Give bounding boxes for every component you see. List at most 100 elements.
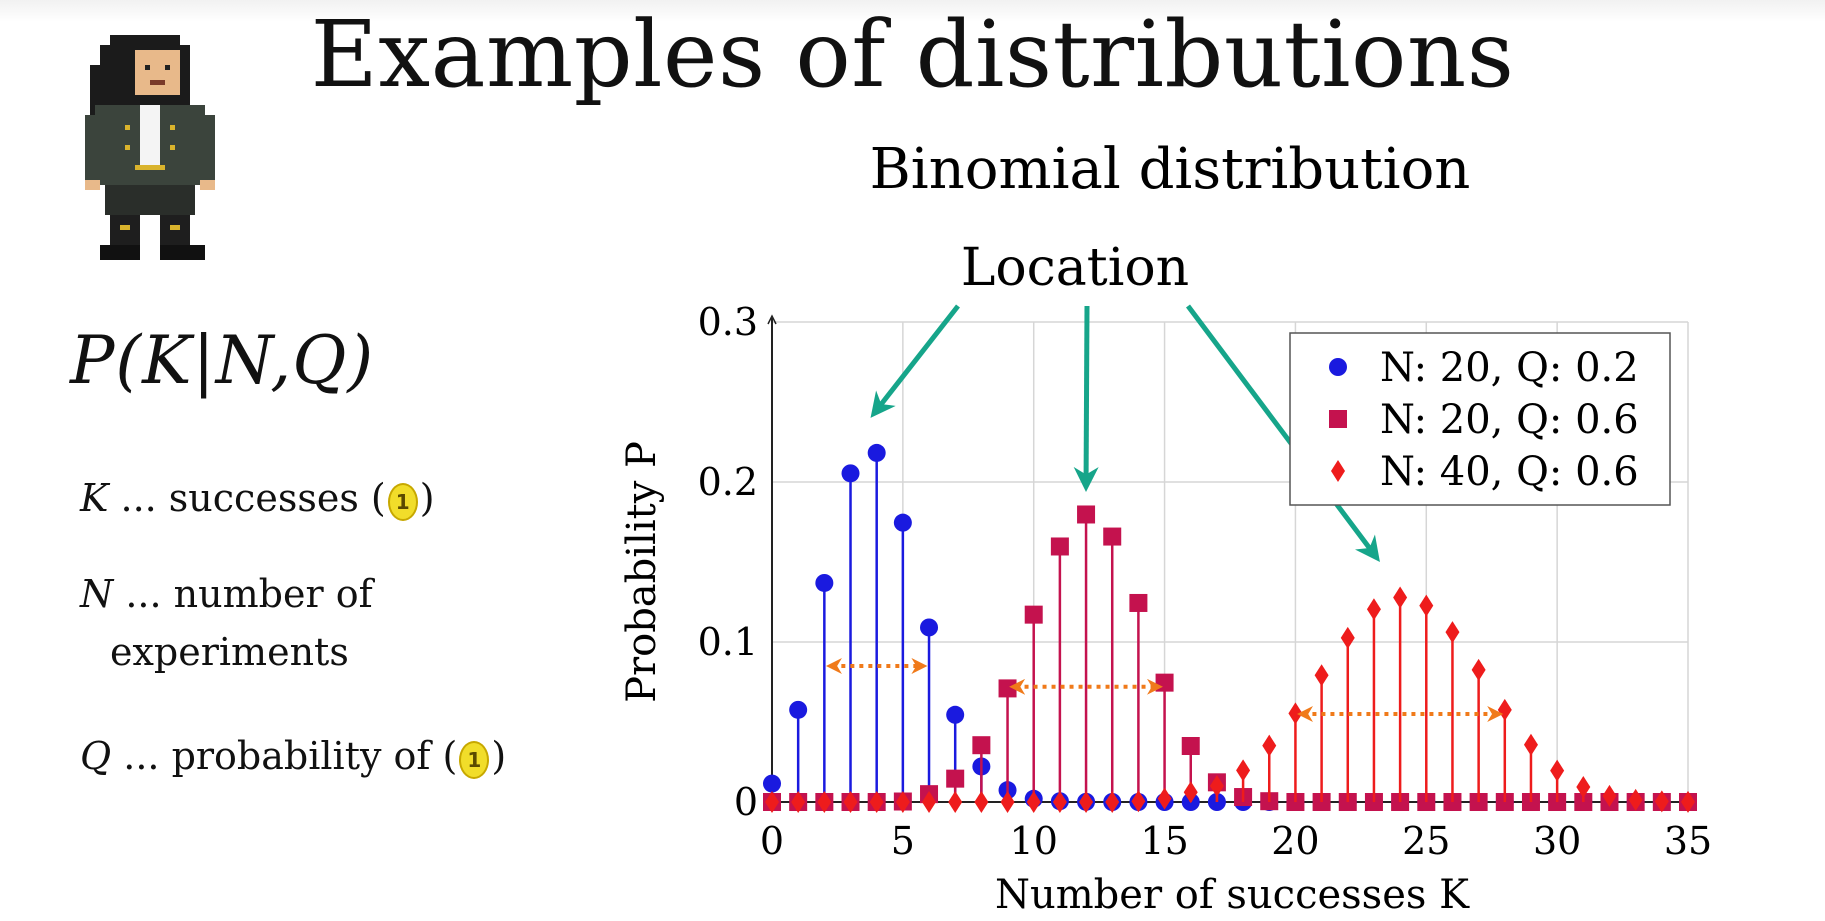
x-tick-label: 35 — [1664, 819, 1712, 863]
data-point — [1050, 537, 1069, 556]
definition-k: K ... successes (1) — [80, 468, 435, 528]
legend-entry: N: 40, Q: 0.6 — [1380, 449, 1639, 495]
data-point — [1497, 698, 1512, 721]
x-tick-label: 10 — [1010, 819, 1058, 863]
avatar-pixel-art — [85, 35, 215, 260]
data-point — [972, 736, 991, 755]
data-point — [1654, 790, 1669, 813]
y-tick-label: 0.2 — [698, 460, 758, 504]
data-point — [789, 700, 808, 719]
data-point — [791, 791, 806, 813]
x-axis-label: Number of successes K — [995, 872, 1470, 918]
data-point — [817, 791, 832, 813]
definition-n-text: ... number of — [125, 572, 373, 616]
location-label: Location — [961, 238, 1189, 298]
data-point — [1183, 781, 1198, 804]
data-point — [1340, 626, 1355, 649]
data-point — [1155, 673, 1174, 692]
data-point — [1079, 791, 1094, 813]
y-tick-label: 0 — [734, 780, 758, 824]
location-arrow — [870, 304, 960, 418]
data-point — [1157, 787, 1172, 810]
data-point — [1129, 593, 1148, 612]
data-point — [1052, 791, 1067, 813]
data-point — [1366, 598, 1381, 621]
series-3 — [765, 586, 1695, 813]
data-point — [1681, 790, 1695, 813]
data-point — [763, 774, 781, 793]
data-point — [1105, 791, 1120, 813]
data-point — [893, 513, 912, 532]
var-k: K — [80, 476, 109, 520]
data-point — [1314, 664, 1329, 687]
legend-entry: N: 20, Q: 0.6 — [1380, 397, 1639, 443]
legend-box — [1289, 332, 1671, 506]
legend-marker — [1331, 460, 1345, 482]
coin-icon: 1 — [459, 740, 490, 779]
data-point — [1026, 791, 1041, 813]
data-point — [998, 679, 1017, 698]
x-tick-label: 20 — [1271, 819, 1319, 863]
data-point — [1445, 621, 1460, 644]
data-point — [1419, 594, 1434, 617]
data-point — [869, 791, 884, 813]
data-point — [1262, 734, 1277, 757]
x-tick-label: 0 — [760, 819, 784, 863]
chart-title: Binomial distribution — [870, 137, 1471, 202]
data-point — [1103, 527, 1122, 546]
data-point — [1523, 733, 1538, 756]
page-title: Examples of distributions — [310, 1, 1515, 108]
data-point — [946, 705, 965, 724]
var-q: Q — [80, 734, 112, 778]
legend-marker — [1329, 410, 1347, 428]
y-axis-label: Probability P — [619, 441, 665, 703]
coin-icon: 1 — [387, 482, 418, 521]
data-point — [841, 464, 860, 483]
data-point — [1131, 790, 1146, 813]
x-tick-label: 25 — [1402, 819, 1450, 863]
data-point — [895, 791, 910, 813]
definition-k-text: ... successes ( — [120, 476, 386, 520]
data-point — [1471, 658, 1486, 681]
definition-q-text: ... probability of ( — [123, 734, 458, 778]
definition-k-close: ) — [419, 476, 435, 520]
var-n: N — [80, 572, 114, 616]
x-tick-label: 5 — [891, 819, 915, 863]
definition-q-close: ) — [491, 734, 507, 778]
legend-marker — [1329, 358, 1347, 376]
data-point — [920, 618, 939, 637]
legend-entry: N: 20, Q: 0.2 — [1380, 345, 1639, 391]
data-point — [1288, 702, 1303, 725]
data-point — [1393, 586, 1408, 609]
data-point — [1024, 605, 1043, 624]
data-point — [1000, 791, 1015, 813]
y-axis-arrow — [767, 314, 777, 325]
data-point — [1077, 505, 1096, 524]
data-point — [1550, 759, 1565, 782]
data-point — [1628, 788, 1643, 811]
data-point — [948, 791, 963, 813]
formula: P(K|N,Q) — [70, 322, 375, 399]
data-point — [922, 791, 937, 813]
annotations — [825, 304, 1504, 722]
y-tick-label: 0.3 — [698, 300, 758, 344]
data-stems — [763, 443, 1697, 813]
y-tick-label: 0.1 — [698, 620, 758, 664]
data-point — [1181, 737, 1200, 755]
data-point — [1602, 784, 1617, 807]
legend: N: 20, Q: 0.2 N: 20, Q: 0.6 N: 40, Q: 0.6 — [1289, 332, 1671, 506]
top-strip — [0, 0, 1825, 22]
data-point — [765, 791, 779, 813]
x-tick-label: 15 — [1140, 819, 1188, 863]
data-point — [1236, 759, 1251, 782]
data-point — [867, 443, 886, 462]
definition-n-continued: experiments — [110, 630, 349, 674]
definition-n: N ... number of — [80, 564, 373, 624]
data-point — [974, 791, 989, 813]
data-point — [1576, 775, 1591, 798]
data-point — [815, 573, 834, 592]
data-point — [1209, 775, 1224, 797]
definition-q: Q ... probability of (1) — [80, 726, 506, 786]
location-arrow — [1185, 304, 1380, 563]
